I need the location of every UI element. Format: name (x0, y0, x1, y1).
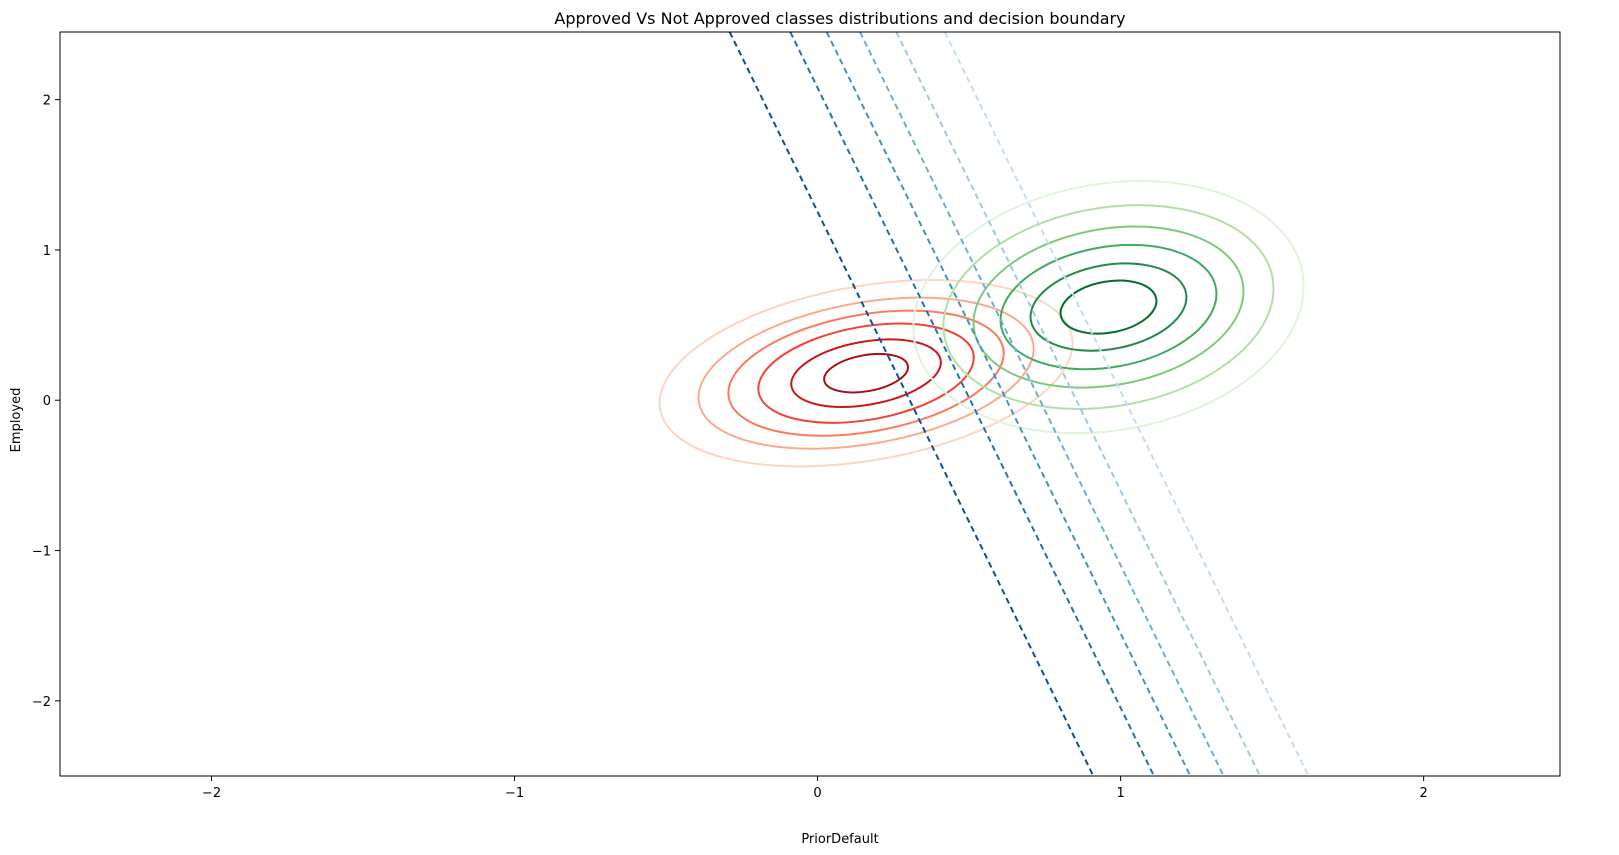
y-axis-label: Employed (9, 388, 24, 453)
x-tick-label: 2 (1419, 786, 1427, 801)
x-tick-label: 0 (813, 786, 821, 801)
contour-series-approved (912, 179, 1305, 435)
axes: −2 −1 0 1 2 −2 −1 0 1 2 (32, 31, 1561, 801)
contour-level-2 (942, 204, 1275, 410)
decision-boundary-4 (859, 32, 1225, 776)
contour-level-3 (972, 225, 1245, 389)
contour-level-4 (999, 243, 1218, 371)
x-tick-label: −1 (505, 786, 524, 801)
decision-boundary-layer (728, 32, 1310, 776)
y-tick-label: −1 (32, 545, 51, 560)
decision-boundary-3 (825, 32, 1192, 776)
contour-level-3 (727, 309, 1005, 437)
decision-boundary-1 (728, 32, 1095, 776)
contour-level-5 (1029, 262, 1188, 352)
chart-title: Approved Vs Not Approved classes distrib… (554, 9, 1125, 28)
contour-level-6 (1059, 279, 1158, 335)
decision-boundary-5 (895, 32, 1261, 776)
contour-series-not-approved (658, 278, 1074, 468)
contour-level-1 (912, 179, 1305, 435)
contour-level-6 (823, 352, 909, 394)
x-tick-label: −2 (202, 786, 221, 801)
contour-level-1 (658, 278, 1074, 468)
contour-layer (658, 179, 1305, 468)
contour-level-4 (757, 322, 975, 424)
contour-level-2 (697, 296, 1035, 450)
plot-frame (59, 31, 1561, 777)
contour-level-5 (790, 338, 942, 408)
y-tick-label: 1 (43, 244, 51, 259)
decision-boundary-6 (943, 32, 1310, 776)
y-tick-label: 0 (43, 394, 51, 409)
y-tick-label: 2 (43, 94, 51, 109)
y-tick-label: −2 (32, 695, 51, 710)
decision-boundary-2 (789, 32, 1155, 776)
x-axis-label: PriorDefault (801, 832, 878, 847)
x-tick-label: 1 (1116, 786, 1124, 801)
